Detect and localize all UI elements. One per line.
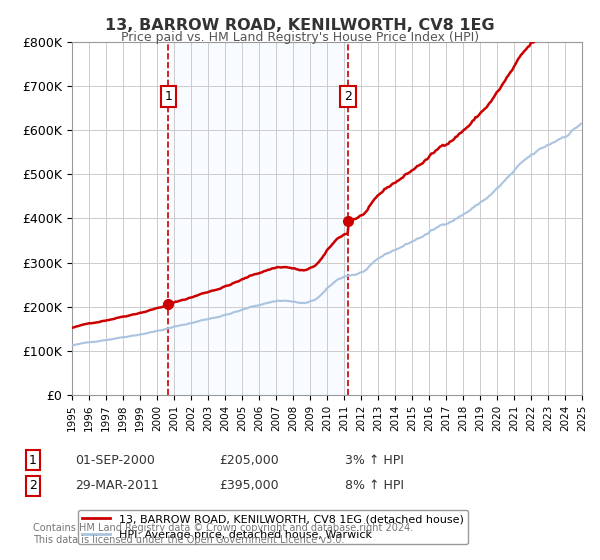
Text: This data is licensed under the Open Government Licence v3.0.: This data is licensed under the Open Gov… bbox=[33, 535, 344, 545]
Text: £395,000: £395,000 bbox=[219, 479, 278, 492]
Text: 1: 1 bbox=[29, 454, 37, 467]
Text: 1: 1 bbox=[164, 90, 172, 103]
Text: 13, BARROW ROAD, KENILWORTH, CV8 1EG: 13, BARROW ROAD, KENILWORTH, CV8 1EG bbox=[105, 18, 495, 34]
Text: Price paid vs. HM Land Registry's House Price Index (HPI): Price paid vs. HM Land Registry's House … bbox=[121, 31, 479, 44]
Text: 01-SEP-2000: 01-SEP-2000 bbox=[75, 454, 155, 467]
Bar bbox=[169, 42, 348, 395]
Text: 29-MAR-2011: 29-MAR-2011 bbox=[75, 479, 159, 492]
Text: 3% ↑ HPI: 3% ↑ HPI bbox=[345, 454, 404, 467]
Legend: 13, BARROW ROAD, KENILWORTH, CV8 1EG (detached house), HPI: Average price, detac: 13, BARROW ROAD, KENILWORTH, CV8 1EG (de… bbox=[77, 510, 468, 544]
Text: Contains HM Land Registry data © Crown copyright and database right 2024.: Contains HM Land Registry data © Crown c… bbox=[33, 522, 413, 533]
Text: 2: 2 bbox=[344, 90, 352, 103]
Text: 2: 2 bbox=[29, 479, 37, 492]
Text: £205,000: £205,000 bbox=[219, 454, 279, 467]
Text: 8% ↑ HPI: 8% ↑ HPI bbox=[345, 479, 404, 492]
